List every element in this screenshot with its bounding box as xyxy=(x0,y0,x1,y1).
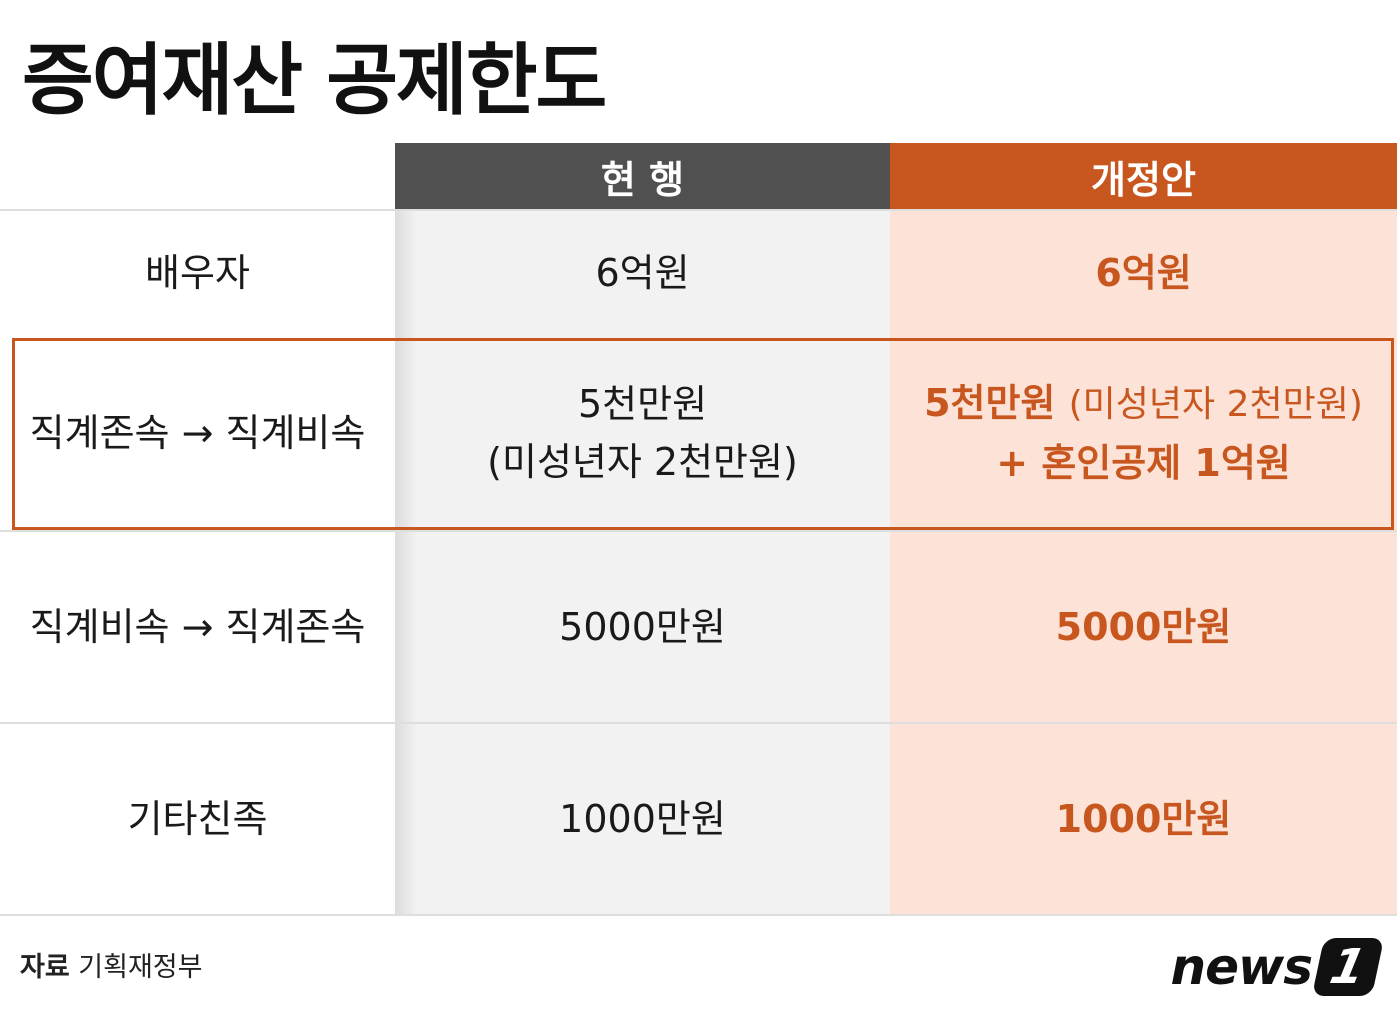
text: 직계비속 → 직계존속 xyxy=(29,604,366,649)
text: 1000만원 xyxy=(559,796,726,841)
text: 5천만원 xyxy=(924,381,1056,425)
highlight-box xyxy=(12,338,1394,530)
column-header: 개정안 xyxy=(890,143,1397,210)
cell: 5천만원 (미성년자 2천만원) xyxy=(395,338,890,528)
text: + 혼인공제 1억원 xyxy=(996,441,1291,485)
row-line xyxy=(0,209,1397,211)
logo: news 1 xyxy=(1170,938,1385,996)
row-label: 직계비속 → 직계존속 xyxy=(0,531,395,722)
logo-mark: 1 xyxy=(1311,938,1385,996)
cell: 5천만원 (미성년자 2천만원) + 혼인공제 1억원 xyxy=(890,338,1397,528)
text: 5천만원 xyxy=(577,382,708,426)
row-line xyxy=(0,530,1397,532)
cell: 6억원 xyxy=(890,210,1397,335)
text: 5000만원 xyxy=(559,604,726,649)
cell: 1000만원 xyxy=(890,723,1397,914)
column-background xyxy=(395,210,890,915)
row-line xyxy=(0,914,1397,916)
source-label: 자료 xyxy=(20,952,70,983)
logo-text: news xyxy=(1170,938,1313,996)
text: 직계존속 → 직계비속 xyxy=(29,411,366,455)
text: (미성년자 2천만원) xyxy=(487,440,798,484)
row-label: 직계존속 → 직계비속 xyxy=(0,338,395,528)
text: 배우자 xyxy=(145,250,250,295)
column-background xyxy=(890,210,1397,915)
cell: 1000만원 xyxy=(395,723,890,914)
line: 5천만원 (미성년자 2천만원) xyxy=(924,374,1363,434)
row-label: 기타친족 xyxy=(0,723,395,914)
row-label: 배우자 xyxy=(0,210,395,335)
text: 기타친족 xyxy=(127,796,268,841)
column-header: 현 행 xyxy=(395,143,890,210)
text: 1000만원 xyxy=(1055,796,1232,841)
text: 6억원 xyxy=(1095,250,1192,295)
cell: 5000만원 xyxy=(890,531,1397,722)
text: 5000만원 xyxy=(1055,604,1232,649)
source-text: 기획재정부 xyxy=(78,952,203,983)
cell: 6억원 xyxy=(395,210,890,335)
cell: 5000만원 xyxy=(395,531,890,722)
source: 자료 기획재정부 xyxy=(20,945,202,984)
row-line xyxy=(0,722,1397,724)
text: (미성년자 2천만원) xyxy=(1068,384,1363,425)
title: 증여재산 공제한도 xyxy=(22,36,607,126)
text: 6억원 xyxy=(595,250,690,295)
